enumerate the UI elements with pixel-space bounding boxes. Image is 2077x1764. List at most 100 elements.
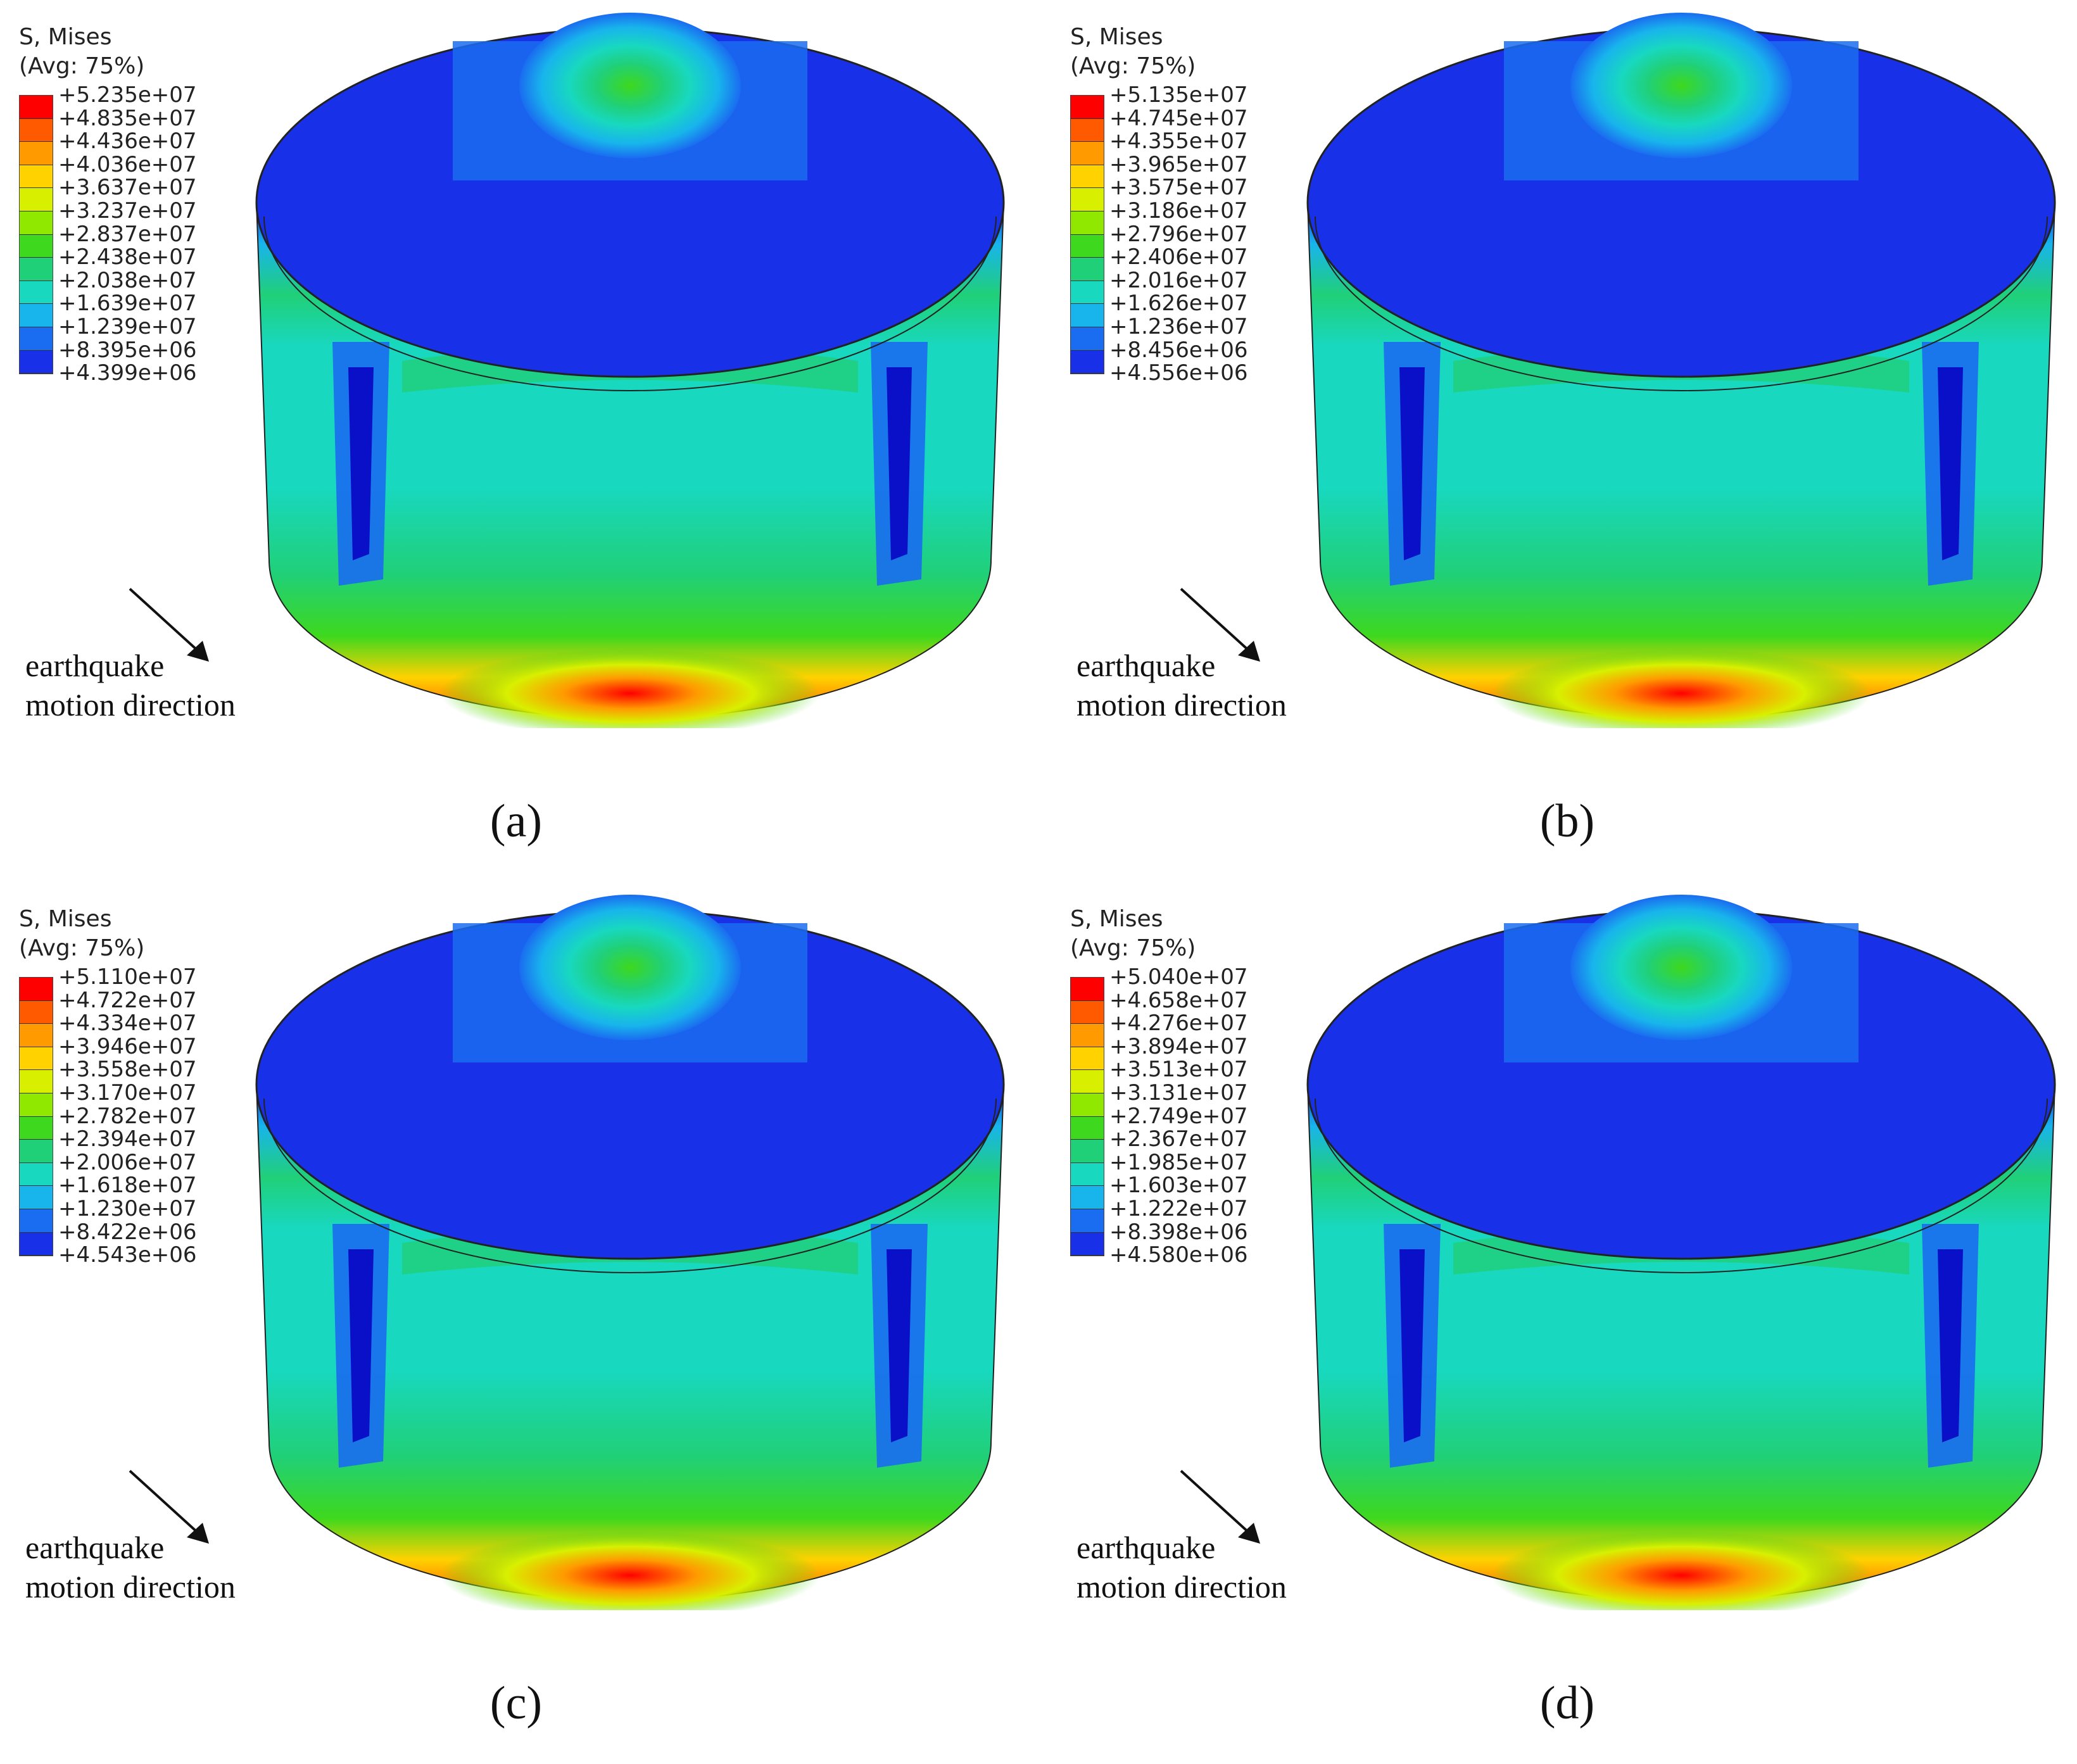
legend-swatch (20, 96, 53, 119)
legend-title-text: S, Mises (19, 24, 112, 50)
motion-arrow-icon (1180, 588, 1260, 662)
legend-value: +3.965e+07 (1109, 151, 1248, 177)
legend-value: +2.782e+07 (58, 1103, 197, 1129)
legend-swatch (20, 234, 53, 258)
legend-value: +3.186e+07 (1109, 198, 1248, 224)
legend-swatch (1071, 978, 1104, 1001)
roof-rim (1315, 216, 2048, 391)
motion-arrow-icon (129, 1470, 209, 1544)
legend-swatch (1071, 1116, 1104, 1140)
wall-min-stress-band (1938, 1249, 1963, 1442)
legend-swatch (1071, 1024, 1104, 1047)
legend-swatch (1071, 1000, 1104, 1024)
tank-contour-plot (1306, 895, 2056, 1610)
wall-min-stress-band (1399, 1249, 1425, 1442)
legend-subtitle-text: (Avg: 75%) (19, 935, 145, 961)
legend-swatch (1071, 165, 1104, 189)
legend-value: +4.835e+07 (58, 105, 197, 131)
legend-value: +1.985e+07 (1109, 1149, 1248, 1175)
panel-b: S, Mises (Avg: 75%) +5.135e+07 +4.745e+07 +4… (1051, 0, 2077, 882)
legend-value: +3.131e+07 (1109, 1080, 1248, 1106)
legend-swatch (20, 142, 53, 165)
legend-swatch (1071, 327, 1104, 351)
panel-c: S, Mises (Avg: 75%) +5.110e+07 +4.722e+07 +4… (0, 882, 1038, 1764)
bottom-stress-hotspot (1491, 649, 1871, 728)
legend-value: +4.745e+07 (1109, 105, 1248, 131)
legend-values: +5.110e+07 +4.722e+07 +4.334e+07 +3.946e+07… (58, 966, 197, 1267)
legend-color-bar (19, 95, 53, 375)
legend-value: +4.543e+06 (58, 1242, 197, 1268)
legend-title: S, Mises (Avg: 75%) (19, 23, 144, 81)
legend-swatch (1071, 118, 1104, 142)
legend-value: +2.038e+07 (58, 267, 197, 293)
wall-min-stress-band (348, 1249, 374, 1442)
note-line-1: earthquake (1076, 648, 1216, 683)
legend-swatch (20, 1232, 53, 1256)
legend-swatch (20, 1047, 53, 1071)
legend-swatch (20, 1162, 53, 1187)
legend-value: +3.237e+07 (58, 198, 197, 224)
legend-values: +5.040e+07 +4.658e+07 +4.276e+07 +3.894e+07… (1109, 966, 1248, 1267)
legend-value: +4.355e+07 (1109, 129, 1248, 154)
tank-contour-plot (255, 895, 1005, 1610)
legend-swatch (1071, 1093, 1104, 1117)
legend-swatch (1071, 280, 1104, 305)
legend-swatch (1071, 188, 1104, 211)
legend-value: +4.399e+06 (58, 360, 197, 386)
note-line-2: motion direction (1076, 1569, 1287, 1604)
legend-swatch (20, 280, 53, 305)
motion-direction-note: earthquake motion direction (1076, 646, 1287, 724)
legend-swatch (1071, 1070, 1104, 1093)
legend-subtitle-text: (Avg: 75%) (1070, 53, 1196, 79)
roof-stress-peak (1570, 13, 1792, 158)
legend-swatch (1071, 1209, 1104, 1233)
legend-value: +3.894e+07 (1109, 1033, 1248, 1059)
legend-value: +5.235e+07 (58, 82, 197, 108)
legend-value: +1.236e+07 (1109, 313, 1248, 339)
legend-value: +2.367e+07 (1109, 1126, 1248, 1152)
legend-value: +2.796e+07 (1109, 221, 1248, 247)
bottom-stress-hotspot (440, 1531, 820, 1610)
legend-swatch (1071, 1186, 1104, 1209)
legend-swatch (20, 350, 53, 374)
note-line-1: earthquake (25, 648, 165, 683)
legend-swatch (20, 165, 53, 189)
legend-value: +4.580e+06 (1109, 1242, 1248, 1268)
legend-value: +2.016e+07 (1109, 267, 1248, 293)
legend-swatch (20, 1000, 53, 1024)
panel-label: (b) (1539, 795, 1595, 847)
legend-swatch (1071, 1232, 1104, 1256)
legend-value: +2.438e+07 (58, 244, 197, 270)
legend-swatch (20, 118, 53, 142)
legend-swatch (20, 1116, 53, 1140)
legend-value: +3.946e+07 (58, 1033, 197, 1059)
wall-min-stress-band (348, 367, 374, 560)
legend-color-bar (1070, 977, 1104, 1257)
legend-value: +1.618e+07 (58, 1173, 197, 1199)
legend-values: +5.135e+07 +4.745e+07 +4.355e+07 +3.965e+07… (1109, 84, 1248, 385)
panel-label: (c) (489, 1677, 543, 1729)
legend-value: +1.230e+07 (58, 1195, 197, 1221)
legend-value: +2.749e+07 (1109, 1103, 1248, 1129)
legend-value: +2.837e+07 (58, 221, 197, 247)
legend-swatch (20, 1140, 53, 1163)
legend-swatch (20, 1070, 53, 1093)
panel-d: S, Mises (Avg: 75%) +5.040e+07 +4.658e+07 +4… (1051, 882, 2077, 1764)
legend-swatch (20, 188, 53, 211)
legend-value: +4.722e+07 (58, 987, 197, 1013)
legend-swatch (20, 327, 53, 351)
legend-value: +1.603e+07 (1109, 1173, 1248, 1199)
wall-min-stress-band (887, 367, 912, 560)
legend-swatch (1071, 96, 1104, 119)
legend-value: +4.556e+06 (1109, 360, 1248, 386)
legend-value: +4.658e+07 (1109, 987, 1248, 1013)
legend-swatch (20, 1186, 53, 1209)
legend-value: +4.436e+07 (58, 129, 197, 154)
legend-swatch (1071, 304, 1104, 327)
legend-value: +5.040e+07 (1109, 964, 1248, 990)
legend-title: S, Mises (Avg: 75%) (1070, 23, 1196, 81)
tank-contour-plot (255, 13, 1005, 728)
legend-swatch (20, 211, 53, 235)
note-line-2: motion direction (1076, 687, 1287, 722)
note-line-1: earthquake (25, 1530, 165, 1565)
